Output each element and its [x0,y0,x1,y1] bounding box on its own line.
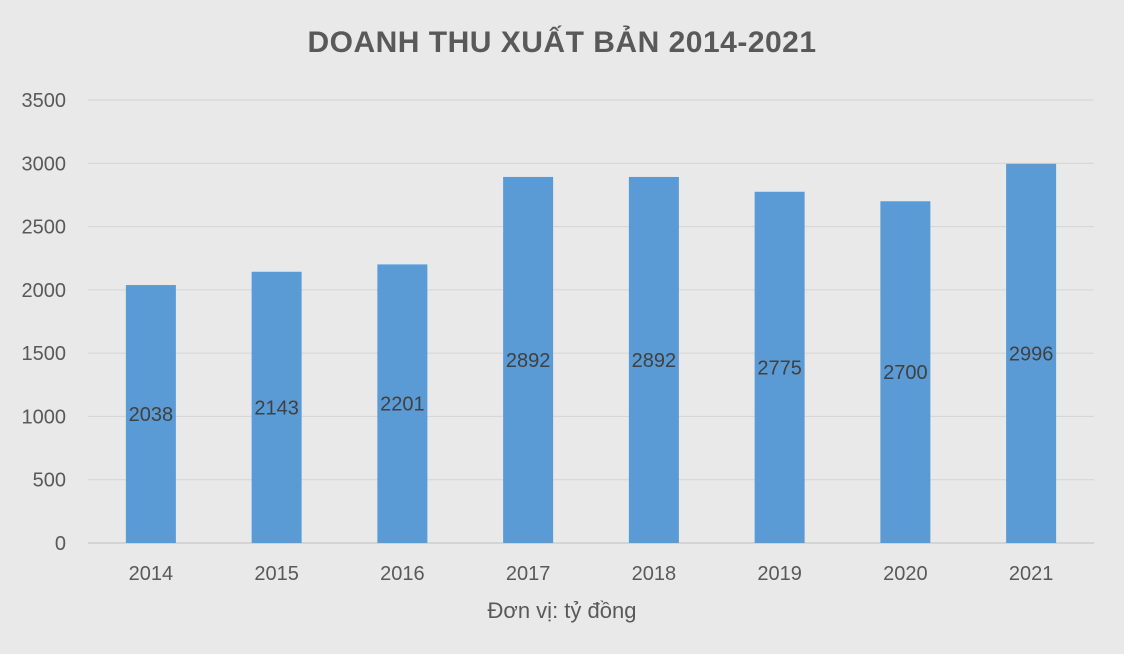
data-label: 2775 [757,357,802,379]
y-tick-label: 500 [33,470,66,492]
y-tick-labels: 0 500 1000 1500 2000 2500 3000 3500 [22,90,67,555]
bar [377,264,428,543]
x-tick-label: 2017 [506,563,551,585]
y-tick-label: 3000 [22,153,67,175]
data-label: 2038 [129,404,174,426]
bar [880,201,931,543]
x-tick-labels: 2014 2015 2016 2017 2018 2019 2020 2021 [129,563,1054,585]
y-tick-label: 3500 [22,90,67,112]
bar [628,176,679,543]
bar [503,176,554,543]
data-label: 2700 [883,362,928,384]
bars [125,163,1057,544]
x-tick-label: 2018 [632,563,677,585]
data-label: 2143 [254,397,299,419]
bar [754,191,805,543]
x-tick-label: 2014 [129,563,174,585]
gridlines [88,99,1094,544]
data-label: 2892 [632,350,677,372]
data-label: 2996 [1009,343,1054,365]
x-axis-title: Đơn vị: tỷ đồng [487,598,637,623]
y-tick-label: 2500 [22,217,67,239]
y-tick-label: 1000 [22,406,67,428]
data-label: 2201 [380,394,425,416]
x-tick-label: 2020 [883,563,928,585]
y-tick-label: 1500 [22,343,67,365]
y-tick-label: 2000 [22,280,67,302]
bar [1006,163,1057,544]
y-tick-label: 0 [55,533,66,555]
bar [125,285,176,543]
x-tick-label: 2019 [757,563,802,585]
data-label: 2892 [506,350,551,372]
x-tick-label: 2016 [380,563,425,585]
bar [251,271,302,543]
chart-title: DOANH THU XUẤT BẢN 2014-2021 [307,26,817,59]
x-tick-label: 2021 [1009,563,1054,585]
x-tick-label: 2015 [254,563,299,585]
data-labels: 2038 2143 2201 2892 2892 2775 2700 2996 [129,343,1054,426]
